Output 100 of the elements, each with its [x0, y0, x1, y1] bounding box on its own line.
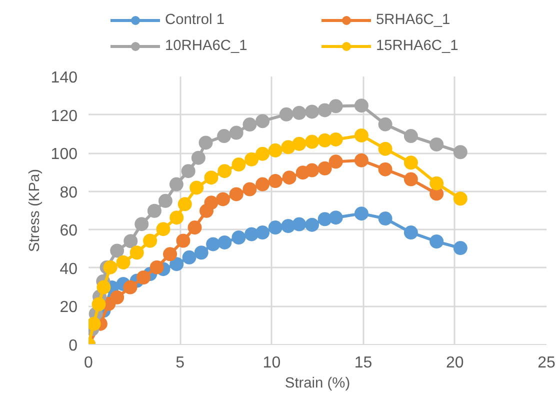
point: [256, 177, 270, 192]
point: [116, 255, 130, 270]
point: [181, 164, 196, 178]
point: [232, 230, 246, 244]
point: [218, 235, 232, 250]
point: [328, 154, 343, 169]
y-tick-label: 40: [60, 260, 78, 278]
point: [143, 234, 158, 248]
point: [268, 220, 282, 235]
point: [229, 126, 244, 140]
point: [305, 218, 320, 232]
point: [430, 137, 444, 152]
legend-label: 15RHA6C_1: [376, 38, 460, 54]
point: [170, 210, 184, 225]
point: [124, 234, 138, 248]
point: [176, 234, 190, 248]
point: [268, 174, 282, 188]
point: [328, 132, 343, 146]
point: [378, 162, 392, 176]
point: [244, 152, 259, 166]
point: [404, 226, 418, 240]
point: [378, 142, 392, 156]
point: [453, 241, 468, 256]
point: [182, 250, 196, 264]
point: [198, 136, 213, 150]
point: [292, 136, 306, 151]
point: [256, 114, 270, 128]
legend-label: Control 1: [165, 12, 226, 28]
point: [217, 129, 232, 144]
point: [281, 219, 296, 233]
point: [430, 234, 444, 248]
legend-label: 5RHA6C_1: [376, 12, 452, 28]
point: [292, 217, 306, 232]
point: [232, 158, 246, 172]
point: [318, 103, 332, 118]
point: [281, 140, 296, 154]
x-tick-label: 20: [446, 354, 464, 372]
y-axis-title: Stress (KPa): [26, 168, 43, 252]
point: [268, 143, 282, 158]
point: [136, 270, 150, 284]
point: [404, 129, 418, 144]
point: [163, 247, 178, 262]
point: [305, 134, 320, 149]
point: [92, 297, 106, 312]
x-tick-label: 5: [176, 354, 185, 372]
point: [103, 260, 118, 274]
point: [169, 177, 184, 192]
point: [404, 172, 418, 186]
y-tick-label: 120: [50, 108, 78, 125]
point: [354, 153, 368, 168]
x-axis-title: Strain (%): [284, 376, 350, 392]
point: [178, 197, 192, 212]
x-tick-label: 10: [262, 354, 281, 372]
point: [194, 246, 208, 260]
point: [134, 217, 149, 232]
x-tick-label: 25: [538, 354, 556, 372]
x-tick-label: 15: [354, 354, 372, 372]
point: [204, 196, 218, 210]
point: [305, 163, 320, 178]
point: [354, 98, 368, 113]
point: [158, 194, 172, 208]
point: [328, 210, 343, 225]
point: [292, 106, 306, 120]
point: [305, 104, 320, 119]
point: [110, 244, 124, 258]
point: [218, 164, 232, 178]
legend-label: 10RHA6C_1: [165, 38, 248, 54]
point: [206, 237, 220, 252]
y-tick-label: 100: [50, 146, 78, 164]
point: [430, 176, 444, 190]
point: [244, 227, 259, 242]
point: [188, 220, 202, 235]
point: [130, 246, 144, 260]
point: [204, 170, 218, 185]
point: [282, 170, 296, 185]
point: [242, 118, 257, 132]
y-tick-label: 140: [50, 70, 78, 86]
point: [328, 99, 343, 114]
point: [453, 145, 468, 160]
y-tick-label: 0: [68, 338, 78, 354]
point: [318, 161, 332, 176]
point: [279, 107, 294, 122]
point: [191, 150, 206, 165]
point: [110, 290, 124, 304]
point: [453, 192, 468, 206]
point: [378, 117, 392, 132]
point: [216, 192, 230, 206]
point: [354, 206, 368, 221]
x-tick-label: 0: [84, 354, 94, 372]
point: [256, 146, 270, 161]
point: [354, 128, 368, 142]
y-tick-label: 80: [60, 184, 78, 202]
point: [96, 280, 111, 294]
point: [150, 260, 164, 274]
point: [378, 212, 392, 226]
point: [123, 280, 138, 294]
point: [170, 257, 184, 272]
point: [190, 180, 204, 195]
point: [404, 156, 418, 170]
point: [242, 182, 257, 196]
